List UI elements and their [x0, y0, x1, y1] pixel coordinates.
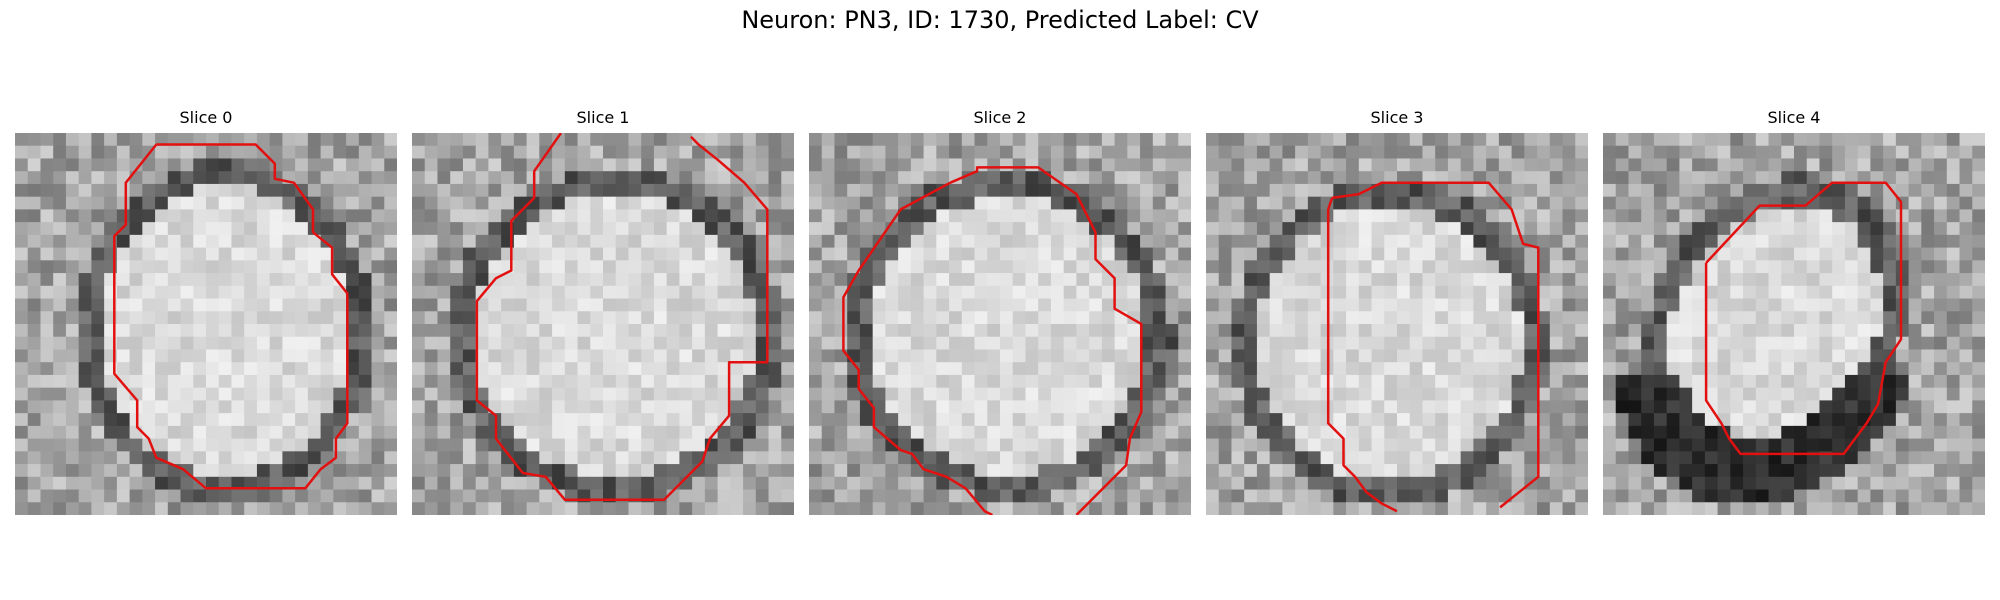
- slice-image: [412, 133, 794, 515]
- slice-image: [1603, 133, 1985, 515]
- grayscale-microscopy-image: [1206, 133, 1588, 515]
- slice-title: Slice 3: [1370, 108, 1424, 127]
- figure-title: Neuron: PN3, ID: 1730, Predicted Label: …: [741, 6, 1259, 34]
- segmentation-contour: [1326, 197, 1398, 513]
- slice-title: Slice 2: [973, 108, 1027, 127]
- segmentation-contour: [1704, 181, 1903, 456]
- slice-image: [15, 133, 397, 515]
- slice-title: Slice 4: [1767, 108, 1821, 127]
- grayscale-microscopy-image: [809, 133, 1191, 515]
- slice-image: [809, 133, 1191, 515]
- slice-image: [1206, 133, 1588, 515]
- segmentation-contour: [113, 143, 349, 490]
- grayscale-microscopy-image: [15, 133, 397, 515]
- segmentation-contour: [1331, 181, 1540, 509]
- slice-title: Slice 0: [179, 108, 233, 127]
- grayscale-microscopy-image: [412, 133, 794, 515]
- segmentation-contour: [842, 181, 993, 515]
- segmentation-contour: [949, 166, 1143, 515]
- segmentation-contour: [475, 133, 769, 501]
- slice-title: Slice 1: [576, 108, 630, 127]
- grayscale-microscopy-image: [1603, 133, 1985, 515]
